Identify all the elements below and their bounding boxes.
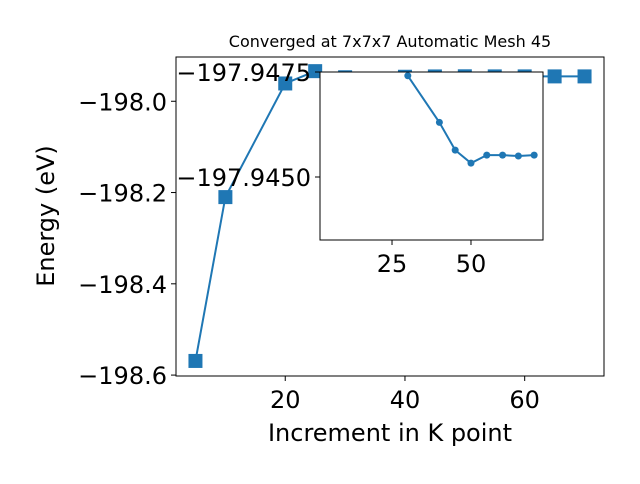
marker [530,151,538,159]
marker [577,69,592,84]
marker [547,69,562,84]
x-tick-label: 60 [509,386,540,414]
marker [467,159,475,167]
marker [404,72,412,80]
marker [278,76,293,91]
x-tick-label: 50 [456,250,487,278]
y-tick-label: −198.2 [78,180,167,208]
x-tick-label: 25 [377,250,408,278]
marker [514,152,522,160]
marker [308,64,323,79]
x-tick-label: 40 [390,386,421,414]
marker [483,151,491,159]
axes-frame [319,71,544,241]
y-tick-label: −198.6 [78,362,167,390]
marker [218,190,233,205]
marker [435,118,443,126]
y-tick-label: −198.4 [78,271,167,299]
marker [451,146,459,154]
y-tick-label: −197.9450 [176,164,311,192]
x-tick-label: 20 [270,386,301,414]
axes-frame [175,56,605,377]
x-axis-label: Increment in K point [268,419,512,447]
y-tick-label: −197.9475 [176,59,311,87]
y-tick-label: −198.0 [78,88,167,116]
marker [499,151,507,159]
chart-title: Converged at 7x7x7 Automatic Mesh 45 [229,32,551,51]
plot-area [404,72,538,167]
marker [188,353,203,368]
y-axis-label: Energy (eV) [32,145,60,287]
